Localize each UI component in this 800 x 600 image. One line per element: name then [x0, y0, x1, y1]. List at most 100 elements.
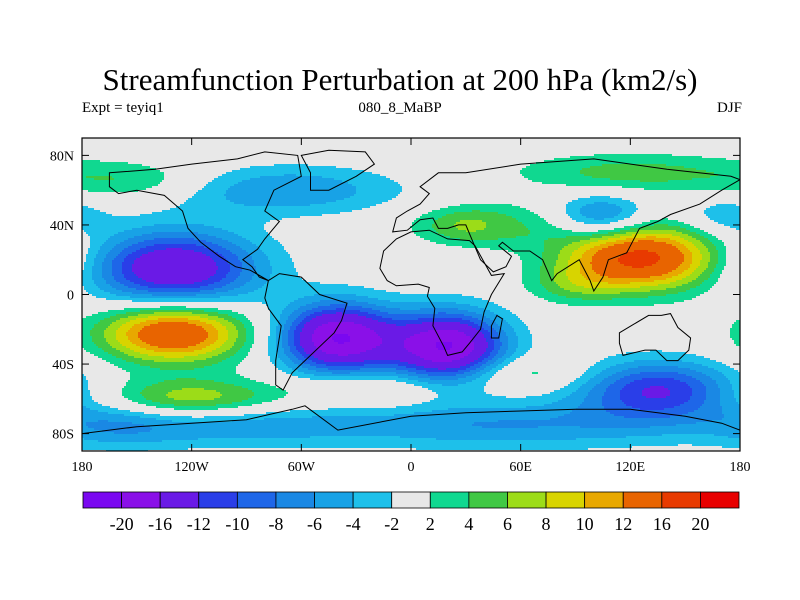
contour-cell — [224, 318, 237, 321]
contour-cell — [590, 248, 603, 251]
contour-cell — [262, 250, 287, 253]
contour-cell — [148, 252, 203, 255]
contour-cell — [124, 284, 141, 287]
contour-cell — [594, 376, 609, 379]
contour-cell — [298, 324, 305, 327]
contour-cell — [82, 154, 595, 157]
contour-cell — [414, 384, 443, 387]
contour-cell — [292, 352, 301, 355]
y-tick-label: 40N — [50, 219, 74, 234]
contour-cell — [230, 282, 247, 285]
contour-cell — [502, 342, 509, 345]
contour-cell — [82, 408, 91, 411]
contour-cell — [218, 330, 229, 333]
contour-cell — [502, 344, 509, 347]
contour-cell — [98, 410, 131, 413]
contour-cell — [82, 360, 107, 363]
contour-cell — [82, 158, 555, 161]
contour-cell — [264, 418, 551, 421]
contour-cell — [250, 350, 269, 353]
contour-cell — [586, 250, 599, 253]
contour-cell — [466, 368, 477, 371]
contour-cell — [82, 276, 93, 279]
contour-cell — [600, 372, 617, 375]
contour-cell — [506, 352, 515, 355]
contour-cell — [592, 234, 615, 237]
contour-cell — [700, 264, 709, 267]
contour-cell — [544, 218, 573, 221]
contour-cell — [130, 320, 147, 323]
contour-cell — [392, 318, 419, 321]
contour-cell — [472, 210, 481, 213]
contour-cell — [94, 260, 105, 263]
contour-cell — [278, 368, 293, 371]
contour-cell — [94, 400, 133, 403]
contour-cell — [414, 334, 467, 337]
contour-cell — [246, 336, 255, 339]
contour-cell — [226, 196, 351, 199]
contour-cell — [302, 330, 315, 333]
contour-cell — [608, 356, 705, 359]
contour-cell — [442, 216, 513, 219]
contour-cell — [724, 268, 740, 271]
contour-cell — [650, 426, 740, 429]
contour-cell — [82, 414, 125, 417]
contour-cell — [622, 186, 740, 189]
contour-cell — [588, 448, 740, 451]
contour-cell — [150, 366, 205, 369]
contour-cell — [130, 372, 237, 375]
contour-cell — [228, 240, 251, 243]
contour-cell — [82, 192, 197, 195]
contour-cell — [230, 356, 247, 359]
contour-cell — [618, 260, 659, 263]
contour-cell — [704, 212, 740, 215]
contour-cell — [134, 272, 217, 275]
contour-cell — [132, 422, 475, 425]
contour-cell — [226, 192, 357, 195]
contour-cell — [684, 402, 705, 405]
contour-cell — [90, 392, 123, 395]
contour-cell — [254, 274, 271, 277]
contour-cell — [540, 280, 555, 283]
contour-cell — [100, 248, 113, 251]
contour-cell — [256, 270, 273, 273]
contour-cell — [262, 402, 423, 405]
contour-cell — [156, 406, 239, 409]
contour-cell — [124, 240, 145, 243]
contour-cell — [692, 258, 703, 261]
contour-cell — [414, 232, 439, 235]
contour-cell — [210, 256, 225, 259]
contour-cell — [82, 164, 143, 167]
contour-cell — [498, 352, 507, 355]
contour-cell — [580, 208, 623, 211]
contour-cell — [692, 256, 703, 259]
contour-cell — [688, 282, 703, 285]
contour-cell — [406, 366, 425, 369]
contour-cell — [82, 404, 103, 407]
contour-cell — [660, 256, 685, 259]
contour-cell — [128, 254, 143, 257]
contour-cell — [112, 322, 127, 325]
contour-cell — [286, 354, 295, 357]
contour-cell — [228, 334, 239, 337]
contour-cell — [88, 250, 99, 253]
contour-cell — [296, 356, 305, 359]
contour-cell — [208, 336, 219, 339]
contour-cell — [490, 248, 545, 251]
colorbar-label: 12 — [614, 514, 632, 534]
contour-cell — [722, 240, 740, 243]
contour-cell — [82, 272, 93, 275]
contour-cell — [114, 246, 129, 249]
contour-cell — [684, 270, 695, 273]
contour-cell — [108, 420, 173, 423]
contour-cell — [104, 330, 117, 333]
contour-cell — [142, 340, 205, 343]
contour-cell — [360, 368, 397, 371]
contour-cell — [322, 314, 359, 317]
contour-cell — [724, 242, 740, 245]
contour-cell — [82, 214, 113, 217]
contour-cell — [582, 384, 597, 387]
contour-cell — [82, 326, 95, 329]
contour-cell — [594, 364, 617, 367]
contour-cell — [374, 330, 429, 333]
